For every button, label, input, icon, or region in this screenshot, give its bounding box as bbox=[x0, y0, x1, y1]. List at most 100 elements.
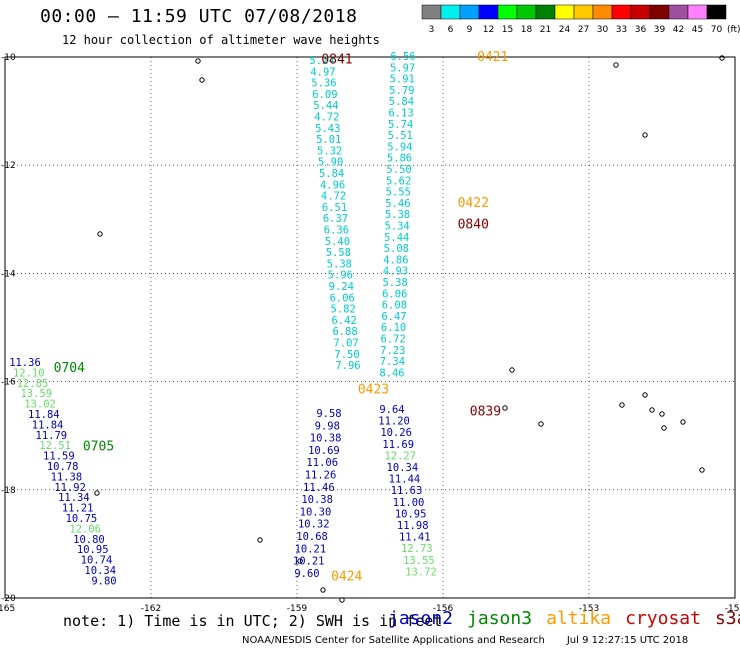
wave-height-label: 13.55 bbox=[403, 555, 435, 567]
latitude-tick-label: -20 bbox=[1, 594, 16, 604]
satellite-altika: altika bbox=[546, 608, 612, 629]
legend-label: 12 bbox=[483, 25, 494, 35]
wave-height-label: 6.09 bbox=[312, 89, 337, 101]
wave-height-label: 10.26 bbox=[380, 427, 412, 439]
wave-height-label: 5.84 bbox=[389, 96, 414, 108]
wave-height-label: 5.24 bbox=[309, 55, 334, 67]
wave-height-label: 6.42 bbox=[331, 315, 356, 327]
latitude-tick-label: -16 bbox=[1, 378, 16, 388]
wave-height-label: 13.02 bbox=[24, 399, 56, 411]
wave-height-label: 11.79 bbox=[36, 430, 68, 442]
wave-height-label: 10.34 bbox=[84, 565, 116, 577]
wave-height-label: 5.74 bbox=[388, 119, 413, 131]
island-outline bbox=[613, 62, 619, 68]
wave-height-label: 11.84 bbox=[28, 409, 60, 421]
wave-height-label: 5.51 bbox=[388, 130, 413, 142]
wave-height-label: 11.92 bbox=[54, 482, 86, 494]
wave-height-label: 10.74 bbox=[81, 555, 113, 567]
wave-height-label: 5.34 bbox=[384, 221, 409, 233]
island-outline bbox=[195, 58, 201, 64]
wave-height-label: 10.80 bbox=[73, 534, 105, 546]
page-subtitle: 12 hour collection of altimeter wave hei… bbox=[62, 33, 380, 47]
wave-height-label: 9.60 bbox=[294, 568, 319, 580]
legend-label: 36 bbox=[635, 25, 647, 35]
pass-time-label: 0841 bbox=[321, 53, 352, 68]
island-outline bbox=[699, 467, 705, 473]
wave-height-label: 5.46 bbox=[385, 198, 410, 210]
pass-time-label: 0839 bbox=[470, 404, 501, 419]
page-title: 00:00 – 11:59 UTC 07/08/2018 bbox=[40, 6, 358, 27]
wave-height-label: 11.41 bbox=[399, 532, 431, 544]
wave-height-label: 5.44 bbox=[313, 100, 338, 112]
wave-height-label: 6.51 bbox=[322, 202, 347, 214]
wave-height-label: 12.85 bbox=[17, 378, 49, 390]
wave-height-label: 4.97 bbox=[310, 66, 335, 78]
wave-height-label: 10.68 bbox=[296, 531, 328, 543]
wave-height-label: 6.37 bbox=[323, 213, 348, 225]
pass-time-label: 0705 bbox=[83, 440, 114, 455]
island-outline bbox=[339, 597, 345, 603]
legend-label: 6 bbox=[448, 25, 454, 35]
wave-height-label: 11.46 bbox=[303, 482, 335, 494]
island-outline bbox=[642, 392, 648, 398]
legend-label: 39 bbox=[654, 25, 666, 35]
wave-height-label: 11.00 bbox=[393, 497, 425, 509]
map-frame bbox=[4, 56, 736, 599]
pass-time-label: 0840 bbox=[458, 218, 489, 233]
legend-label: 18 bbox=[521, 25, 533, 35]
legend-unit: (ft) bbox=[727, 25, 740, 35]
wave-height-label: 11.06 bbox=[306, 457, 338, 469]
latitude-tick-label: -10 bbox=[1, 53, 16, 63]
wave-height-label: 10.95 bbox=[395, 508, 427, 520]
wave-height-label: 4.93 bbox=[383, 266, 408, 278]
wave-height-label: 10.21 bbox=[293, 556, 325, 568]
satellite-jason2: jason2 bbox=[388, 608, 454, 629]
wave-height-label: 4.72 bbox=[321, 191, 346, 203]
wave-height-label: 11.26 bbox=[305, 470, 337, 482]
island-outline bbox=[538, 421, 544, 427]
wave-height-label: 4.96 bbox=[320, 179, 345, 191]
island-outline bbox=[509, 367, 515, 373]
wave-height-label: 6.10 bbox=[381, 322, 406, 334]
wave-height-label: 10.34 bbox=[387, 462, 419, 474]
wave-height-label: 11.98 bbox=[397, 520, 429, 532]
wave-height-label: 5.50 bbox=[386, 164, 411, 176]
latitude-tick-label: -14 bbox=[1, 269, 16, 279]
wave-height-label: 12.51 bbox=[39, 440, 71, 452]
wave-height-label: 11.21 bbox=[62, 503, 94, 515]
wave-height-label: 5.38 bbox=[382, 277, 407, 289]
wave-height-label: 12.27 bbox=[384, 450, 416, 462]
wave-height-label: 12.73 bbox=[401, 543, 433, 555]
pass-time-label: 0423 bbox=[358, 383, 389, 398]
pass-time-label: 0422 bbox=[458, 196, 489, 211]
wave-height-label: 7.07 bbox=[333, 338, 358, 350]
wave-height-label: 5.94 bbox=[387, 141, 412, 153]
pass-time-label: 0704 bbox=[54, 361, 85, 376]
longitude-tick-label: -162 bbox=[141, 604, 161, 614]
credit-line: NOAA/NESDIS Center for Satellite Applica… bbox=[242, 635, 688, 646]
legend-label: 70 bbox=[711, 25, 723, 35]
satellite-legend: jason2 jason3 altika cryosat s3a bbox=[388, 608, 740, 629]
island-outline bbox=[642, 132, 648, 138]
wave-height-label: 9.24 bbox=[329, 281, 354, 293]
island-outline bbox=[297, 558, 303, 564]
legend-label: 15 bbox=[502, 25, 513, 35]
wave-height-label: 6.13 bbox=[388, 108, 413, 120]
legend-label: 24 bbox=[559, 25, 571, 35]
wave-height-label: 5.44 bbox=[384, 232, 409, 244]
longitude-tick-label: -150 bbox=[725, 604, 740, 614]
legend-label: 42 bbox=[673, 25, 684, 35]
island-outline bbox=[94, 490, 100, 496]
wave-height-label: 10.75 bbox=[66, 513, 98, 525]
wave-height-label: 6.88 bbox=[332, 326, 357, 338]
island-outline bbox=[97, 231, 103, 237]
wave-height-label: 11.84 bbox=[32, 419, 64, 431]
wave-height-label: 10.78 bbox=[47, 461, 79, 473]
island-outline bbox=[659, 411, 665, 417]
wave-height-label: 5.62 bbox=[386, 175, 411, 187]
wave-height-label: 12.10 bbox=[13, 367, 45, 379]
legend-label: 45 bbox=[692, 25, 703, 35]
legend-label: 27 bbox=[578, 25, 589, 35]
longitude-tick-label: -165 bbox=[0, 604, 15, 614]
pass-time-label: 0421 bbox=[477, 50, 508, 65]
